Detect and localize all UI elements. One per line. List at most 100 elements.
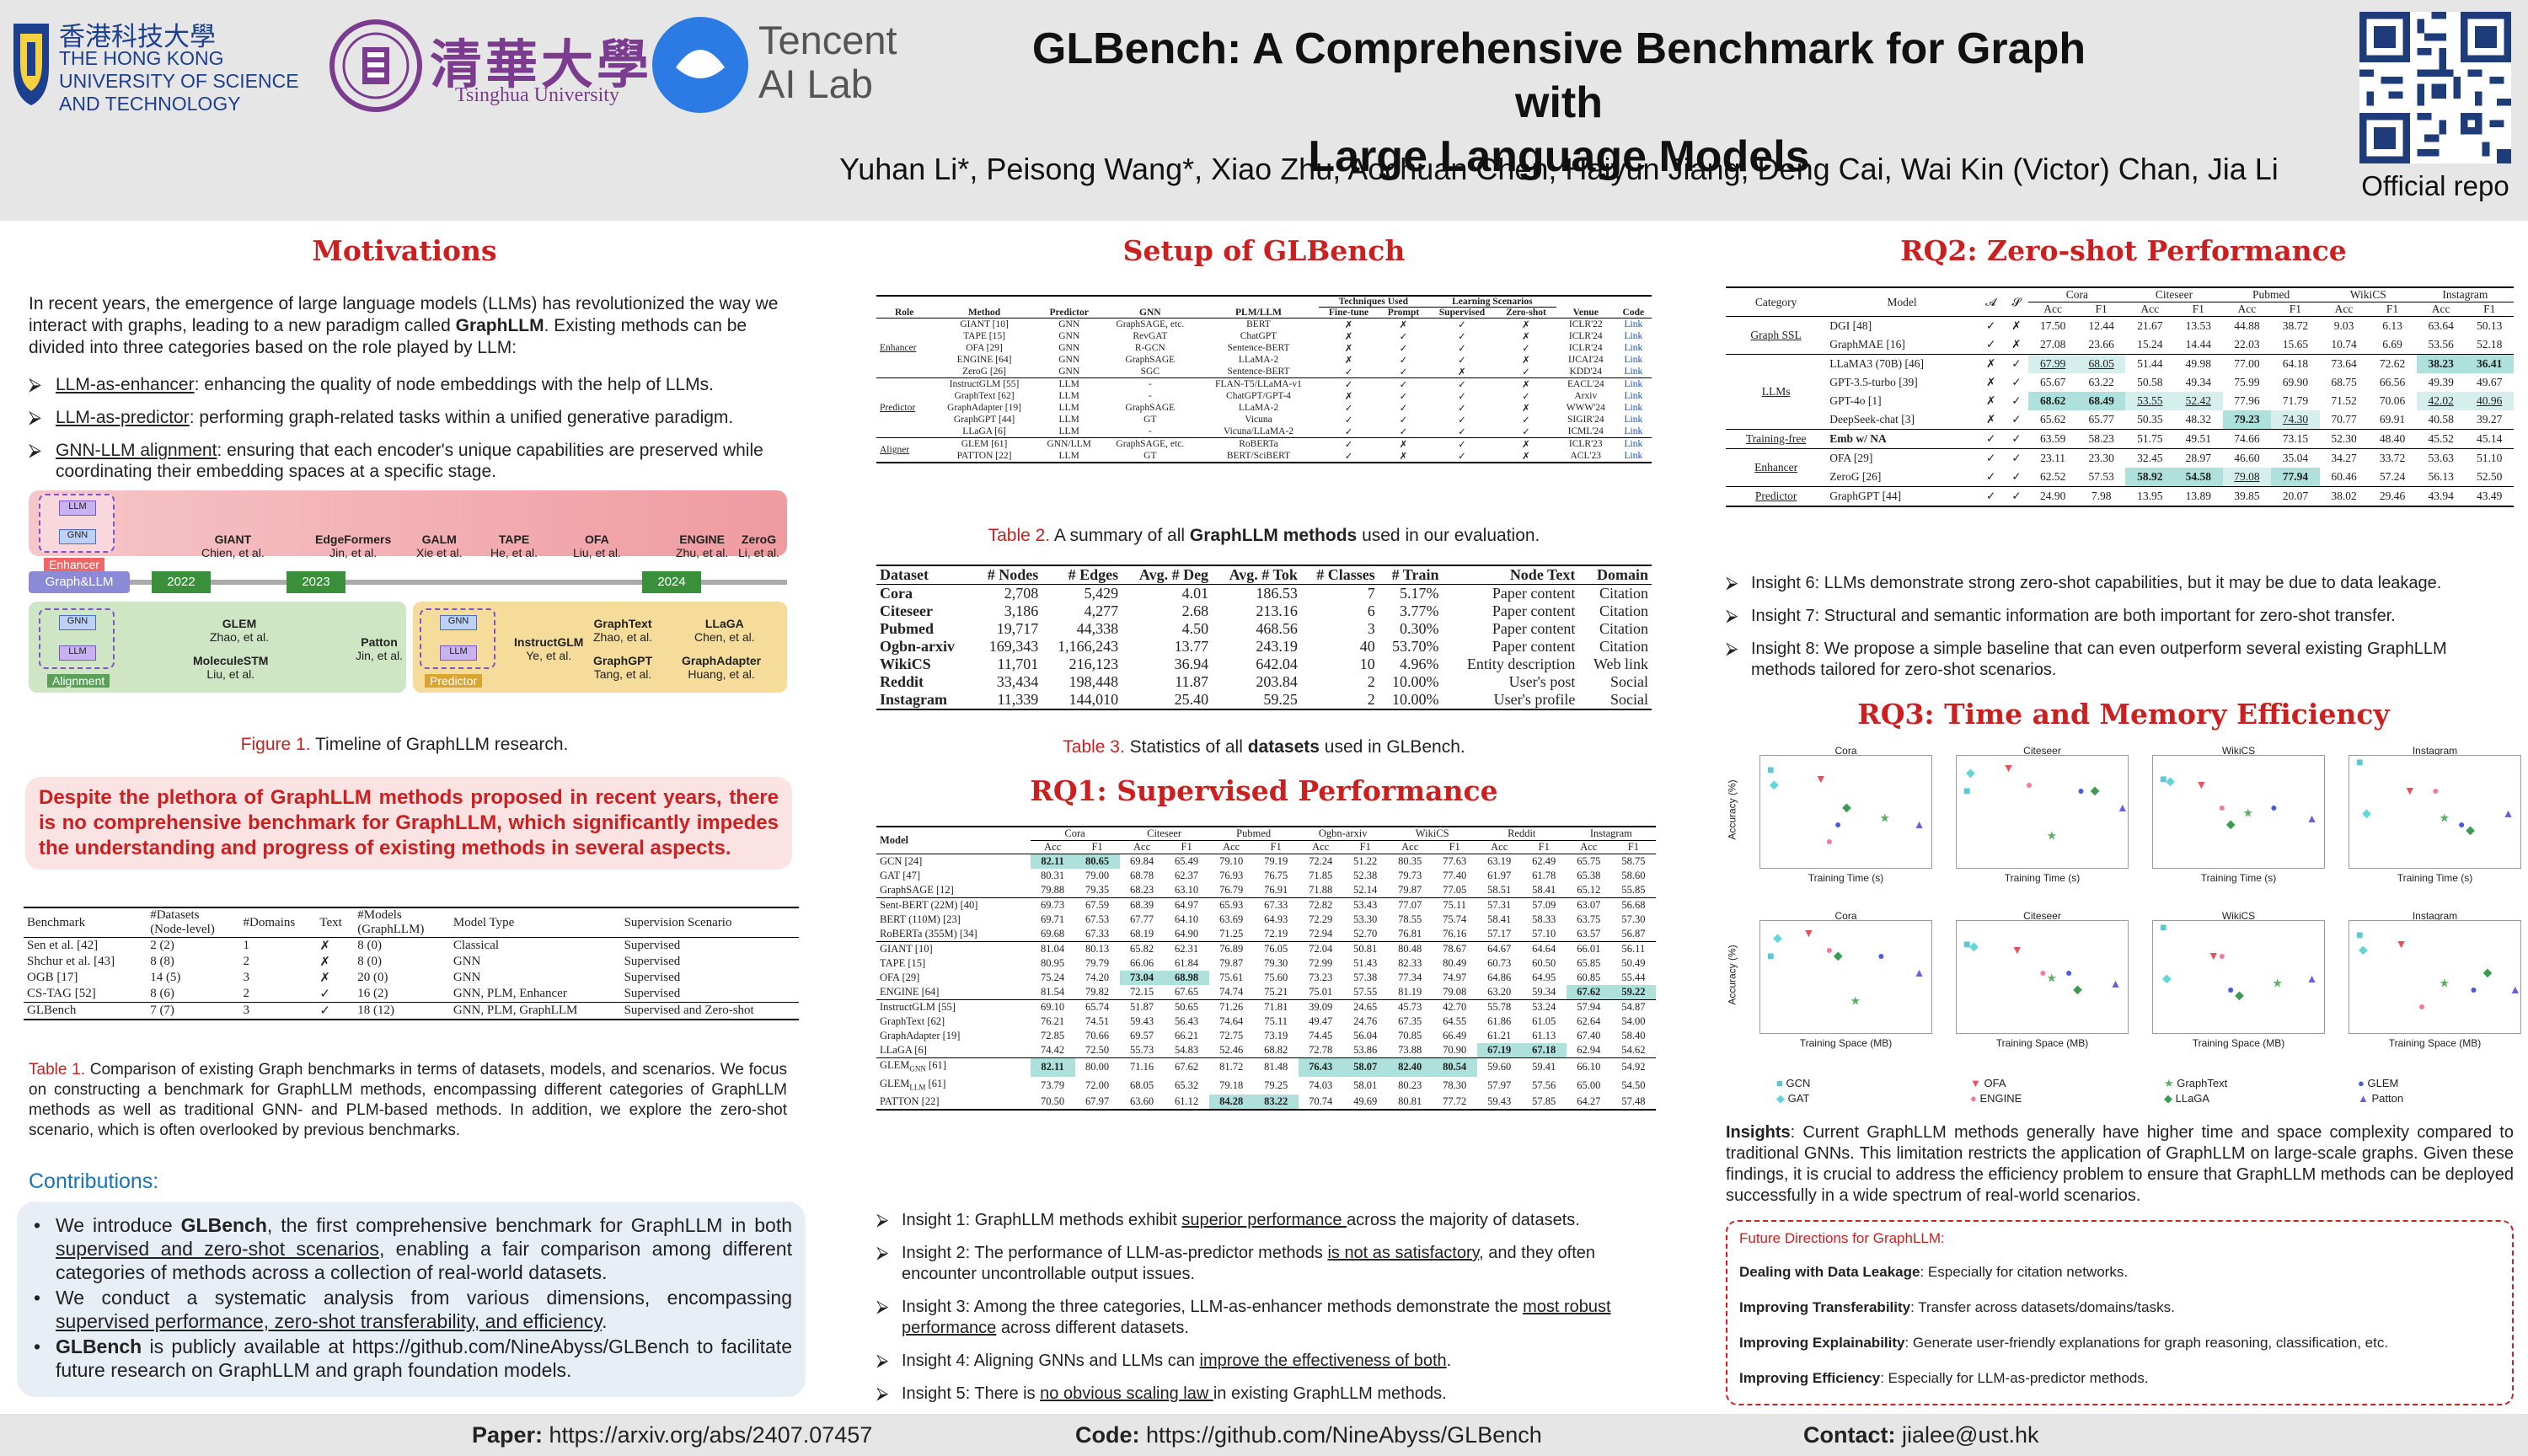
table-cell: 76.79	[1219, 884, 1244, 896]
table-cell: Vicuna	[1245, 415, 1272, 425]
table-cell: 57.97	[1487, 1079, 1512, 1091]
legend-item: ▼ OFA	[1970, 1077, 2006, 1089]
table-cell: Link	[1624, 426, 1643, 436]
table-cell: 75.99	[2234, 376, 2260, 388]
table-cell: R-GCN	[1134, 343, 1165, 353]
table-cell: ✓	[1427, 377, 1497, 390]
table-row: Shchur et al. [43] 8 (8) 2 ✗ 8 (0) GNN Supervi…	[24, 954, 799, 970]
table-cell: 52.46	[1219, 1044, 1244, 1056]
spacer-header	[932, 296, 1036, 308]
insight-item: ⮚ Insight 4: Aligning GNNs and LLMs can i…	[876, 1351, 1656, 1372]
table-cell: 76.16	[1443, 928, 1467, 939]
arrow-icon: ⮚	[876, 1298, 889, 1316]
table-cell: 72.19	[1264, 928, 1288, 939]
table-cell: 169,343	[988, 638, 1039, 655]
column-header: # Train	[1378, 565, 1443, 585]
contact-email[interactable]: Contact: jialee@ust.hk	[1803, 1422, 2039, 1448]
table-cell: 20 (0)	[357, 971, 388, 984]
insight-item: ⮚ Insight 1: GraphLLM methods exhibit sup…	[876, 1210, 1656, 1231]
legend-marker-icon: ●	[2358, 1077, 2365, 1089]
table-cell: ICML'24	[1567, 426, 1604, 436]
table-cell: 54.62	[1621, 1044, 1646, 1056]
table-cell: 11,701	[997, 656, 1039, 672]
insight-text: in existing GraphLLM methods.	[1213, 1384, 1447, 1403]
timeline-figure: LLM GNN Enhancer GIANT Chien, et al. Edge…	[29, 490, 787, 693]
arrow-icon: ⮚	[29, 408, 41, 427]
x-axis-label: Training Time (s)	[2397, 872, 2473, 884]
table-cell: Link	[1615, 437, 1652, 450]
table-cell: 58.41	[1487, 913, 1512, 925]
column-header: F1	[2465, 302, 2514, 317]
table-row: Graph SSL DGI [48] ✓ ✗ 17.50 12.44 21.67 13.53 4…	[1726, 316, 2514, 355]
table-cell: 71.79	[2282, 394, 2309, 407]
timeline-entry: GLEM Zhao, et al.	[210, 617, 270, 644]
model-name-cell: GLEMLLM [61]	[880, 1077, 946, 1092]
table-cell: ✗	[2004, 316, 2029, 335]
scatter-plot: ■ ◆ ▼ ● ★ ◆ ● ▲	[1956, 920, 2129, 1034]
table-cell: 72.75	[1219, 1030, 1244, 1041]
table-cell: 70.85	[1398, 1030, 1422, 1041]
table-cell: 76.43	[1298, 1057, 1343, 1077]
legend-item: ◆ LLaGA	[2164, 1092, 2209, 1105]
table-cell: 69.73	[1030, 897, 1075, 913]
table-cell: LLaMA-2	[1238, 355, 1279, 365]
table-cell: 56.43	[1175, 1015, 1199, 1027]
table-cell: 52.42	[2174, 392, 2223, 410]
table-cell: 10.00%	[1391, 691, 1439, 708]
hkust-english-name: THE HONG KONG UNIVERSITY OF SCIENCE AND …	[59, 47, 299, 115]
table-cell: 79.87	[1219, 957, 1244, 969]
plot-title: Citeseer	[2023, 910, 2061, 922]
table-row: Citeseer 3,186 4,277 2.68 213.16 6 3.77% Paper …	[876, 602, 1652, 620]
table2-wrapper: Techniques Used Learning Scenarios Role Met…	[876, 295, 1652, 463]
table-cell: 10.00%	[1391, 673, 1439, 690]
table-cell: 28.97	[2174, 448, 2223, 468]
table-cell: ✗	[1344, 356, 1353, 366]
table-cell: 67.62	[1164, 1057, 1209, 1077]
table-row: GraphText [62] 76.21 74.51 59.43 56.43 74.64 7…	[876, 1014, 1656, 1029]
data-point-gat: ◆	[1770, 777, 1779, 791]
table-cell: 69.71	[1041, 913, 1065, 925]
table-row: GIANT [10] 81.04 80.13 65.82 62.31 76.89 76.05…	[876, 941, 1656, 956]
data-point-glem: ●	[2270, 800, 2278, 814]
model-name-cell: OFA [29]	[1826, 448, 1978, 468]
insight-text: Insight 8	[1751, 640, 1815, 658]
table-cell: Shchur et al. [43]	[27, 955, 115, 968]
insight-text: superior performance	[1181, 1211, 1347, 1229]
table-cell: 14 (5)	[150, 971, 181, 984]
table-cell: 72.29	[1309, 913, 1333, 925]
table-cell: 35.04	[2271, 448, 2320, 468]
timeline-entry: Patton Jin, et al.	[356, 635, 404, 662]
model-name-cell: GraphAdapter [19]	[880, 1030, 961, 1041]
timeline-entry: GraphAdapter Huang, et al.	[682, 654, 762, 681]
table-cell: 44.88	[2222, 316, 2272, 335]
column-group-header: Reddit	[1476, 827, 1567, 841]
subscript: LLM	[909, 1083, 926, 1091]
table-cell: 76.05	[1253, 941, 1299, 956]
table-row: OFA [29] GNN R-GCN Sentence-BERT ✗ ✓ ✓ ✓ ICLR'24…	[876, 342, 1652, 354]
table-cell: 68.82	[1264, 1044, 1288, 1056]
table-cell: Link	[1624, 403, 1643, 413]
paper-link[interactable]: Paper: https://arxiv.org/abs/2407.07457	[472, 1422, 873, 1448]
table-cell: Link	[1624, 343, 1643, 353]
column-header: #Datasets (Node-level)	[147, 907, 240, 938]
table-cell: 80.48	[1387, 941, 1433, 956]
table-cell: 77.05	[1443, 884, 1467, 896]
table-head: Benchmark #Datasets (Node-level) #Domains T…	[24, 907, 799, 938]
table-cell: GNN	[453, 971, 481, 984]
table-row: ENGINE [64] GNN GraphSAGE LLaMA-2 ✗ ✓ ✓ ✗ IJCAI'…	[876, 354, 1652, 366]
column-group-header: Cora	[1030, 827, 1120, 841]
code-link[interactable]: Code: https://github.com/NineAbyss/GLBen…	[1075, 1422, 1542, 1448]
qr-code[interactable]	[2359, 12, 2511, 163]
future-title: Future Directions for GraphLLM:	[1739, 1230, 1945, 1246]
table-row: Cora 2,708 5,429 4.01 186.53 7 5.17% Paper cont…	[876, 585, 1652, 603]
table-cell: FLAN-T5/LLaMA-v1	[1198, 377, 1319, 390]
table-cell: 39.85	[2222, 486, 2272, 506]
column-header: Avg. # Deg	[1122, 565, 1213, 585]
data-point-ofa: ▼	[2207, 948, 2220, 962]
table-cell: 59.25	[1263, 691, 1298, 708]
table-cell: ✓	[1522, 427, 1530, 437]
column-header: F1	[2174, 302, 2223, 317]
table-cell: ✓	[1344, 404, 1353, 414]
table-cell: 49.98	[2174, 354, 2223, 373]
table-cell: 62.64	[1577, 1015, 1601, 1027]
